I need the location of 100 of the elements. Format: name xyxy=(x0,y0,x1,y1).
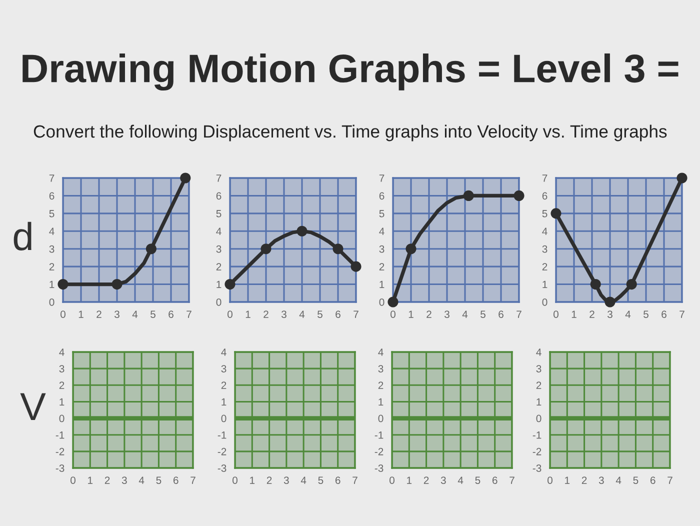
x-tick-label: 1 xyxy=(250,476,255,484)
y-tick-label: 2 xyxy=(378,382,384,389)
x-tick-label: 7 xyxy=(516,310,522,318)
x-tick-label: 2 xyxy=(590,310,594,318)
y-tick-label: 2 xyxy=(59,382,64,389)
y-tick-label: -1 xyxy=(532,431,542,439)
y-tick-label: 2 xyxy=(49,263,54,270)
x-tick-label: 6 xyxy=(168,310,174,318)
y-tick-label: 0 xyxy=(542,298,548,306)
y-tick-label: 3 xyxy=(378,365,384,372)
x-tick-label: 5 xyxy=(644,310,648,318)
y-tick-label: 2 xyxy=(379,263,384,270)
x-tick-label: 4 xyxy=(132,310,138,318)
x-tick-label: 4 xyxy=(462,310,468,318)
y-tick-label: 0 xyxy=(221,414,226,422)
x-tick-label: 1 xyxy=(572,310,576,318)
x-tick-label: 7 xyxy=(352,476,358,484)
x-tick-label: 0 xyxy=(554,310,558,318)
text: Drawing Motion Graphs = Level 3 = xyxy=(22,53,678,91)
y-tick-label: 5 xyxy=(216,210,222,218)
y-tick-label: -2 xyxy=(218,448,226,456)
x-tick-label: 4 xyxy=(458,476,464,484)
x-tick-label: 0 xyxy=(390,476,394,484)
y-tick-label: 3 xyxy=(221,365,226,372)
x-tick-label: 5 xyxy=(633,476,638,484)
y-tick-label: 4 xyxy=(216,228,222,235)
y-tick-label: 1 xyxy=(216,280,222,288)
y-tick-label: -1 xyxy=(56,431,64,439)
x-tick-label: 4 xyxy=(300,476,306,484)
x-tick-label: 5 xyxy=(318,310,322,318)
y-tick-label: 4 xyxy=(379,228,384,235)
y-tick-label: 3 xyxy=(59,365,64,372)
x-tick-label: 7 xyxy=(510,476,514,484)
x-tick-label: 5 xyxy=(156,476,162,484)
x-tick-label: 6 xyxy=(336,310,340,318)
y-tick-label: 7 xyxy=(542,174,548,182)
y-tick-label: 6 xyxy=(379,192,384,200)
x-tick-label: 2 xyxy=(582,476,587,484)
y-tick-label: 6 xyxy=(216,192,222,200)
x-tick-label: 7 xyxy=(680,310,684,318)
y-tick-label: 3 xyxy=(49,245,54,253)
y-axis-title: V xyxy=(20,393,46,420)
x-tick-label: 0 xyxy=(232,476,238,484)
x-tick-label: 3 xyxy=(598,476,604,484)
x-tick-label: 3 xyxy=(440,476,446,484)
y-tick-label: -2 xyxy=(374,448,384,456)
y-tick-label: -3 xyxy=(374,464,384,472)
x-tick-label: 0 xyxy=(548,476,552,484)
y-tick-label: 1 xyxy=(60,398,64,406)
x-tick-label: 3 xyxy=(284,476,289,484)
x-tick-label: 4 xyxy=(299,310,305,318)
x-tick-label: 6 xyxy=(173,476,178,484)
x-tick-label: 0 xyxy=(228,310,232,318)
x-tick-label: 4 xyxy=(138,476,144,484)
y-tick-label: 2 xyxy=(216,263,222,270)
y-tick-label: 3 xyxy=(216,245,222,253)
y-tick-label: 3 xyxy=(542,245,548,253)
y-tick-label: 3 xyxy=(379,245,384,253)
y-tick-label: 7 xyxy=(49,174,54,182)
x-tick-label: 6 xyxy=(492,476,498,484)
y-tick-label: 0 xyxy=(378,414,384,422)
y-tick-label: -3 xyxy=(56,464,64,472)
y-tick-label: -2 xyxy=(532,448,542,456)
x-tick-label: 1 xyxy=(88,476,93,484)
x-tick-label: 2 xyxy=(96,310,102,318)
x-tick-label: 5 xyxy=(318,476,324,484)
x-tick-label: 2 xyxy=(426,310,432,318)
x-tick-label: 5 xyxy=(150,310,156,318)
x-tick-label: 6 xyxy=(662,310,666,318)
y-tick-label: 4 xyxy=(49,228,54,235)
y-axis-title: d xyxy=(14,222,32,250)
x-tick-label: 6 xyxy=(650,476,656,484)
x-tick-label: 3 xyxy=(444,310,450,318)
x-tick-label: 2 xyxy=(264,310,268,318)
x-tick-label: 1 xyxy=(408,310,414,318)
x-tick-label: 1 xyxy=(407,476,412,484)
x-tick-label: 7 xyxy=(190,476,196,484)
y-tick-label: 4 xyxy=(59,348,64,356)
x-tick-label: 4 xyxy=(616,476,622,484)
y-tick-label: 1 xyxy=(378,398,384,406)
y-tick-label: 5 xyxy=(379,210,384,218)
x-tick-label: 6 xyxy=(335,476,340,484)
x-tick-label: 3 xyxy=(122,476,127,484)
y-tick-label: 7 xyxy=(379,174,384,182)
y-tick-label: 6 xyxy=(542,192,548,200)
y-tick-label: 0 xyxy=(59,414,64,422)
y-tick-label: 1 xyxy=(50,280,54,288)
y-tick-label: 4 xyxy=(378,348,384,356)
y-tick-label: -1 xyxy=(374,431,384,439)
y-tick-label: 4 xyxy=(536,348,542,356)
y-tick-label: 3 xyxy=(536,365,542,372)
y-tick-label: 5 xyxy=(542,210,548,218)
x-tick-label: 3 xyxy=(114,310,120,318)
x-tick-label: 5 xyxy=(475,476,480,484)
y-tick-label: 1 xyxy=(222,398,226,406)
y-tick-label: 5 xyxy=(49,210,54,218)
y-tick-label: 0 xyxy=(216,298,222,306)
x-tick-label: 7 xyxy=(354,310,358,318)
y-tick-label: 0 xyxy=(49,298,54,306)
x-tick-label: 4 xyxy=(625,310,631,318)
